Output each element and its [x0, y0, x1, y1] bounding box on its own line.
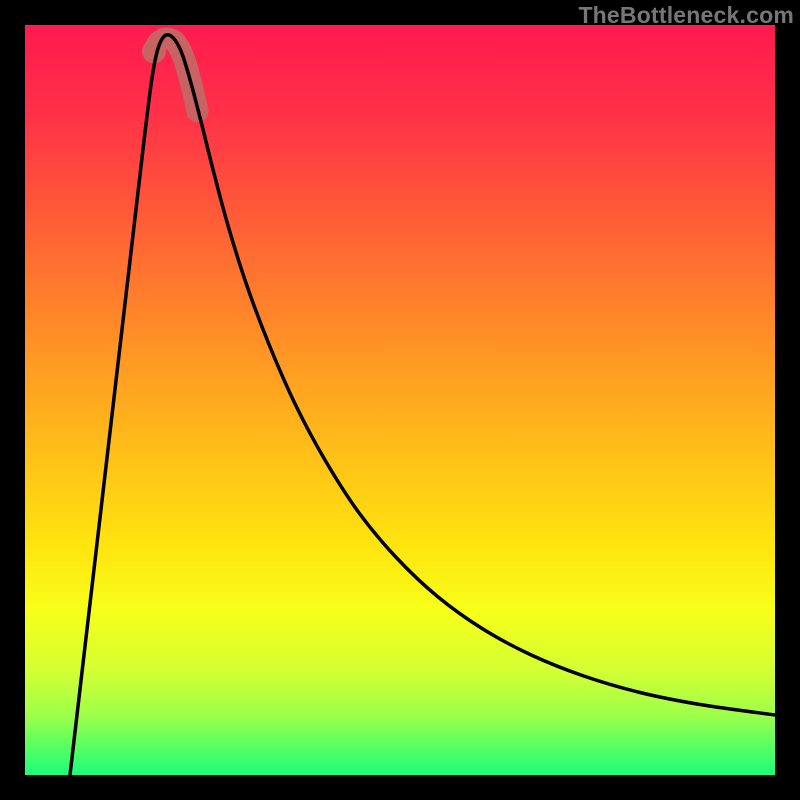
gradient-background [25, 25, 775, 775]
watermark-text: TheBottleneck.com [578, 2, 794, 29]
bottleneck-chart-svg [25, 25, 775, 775]
chart-frame: TheBottleneck.com [0, 0, 800, 800]
plot-area [25, 25, 775, 775]
